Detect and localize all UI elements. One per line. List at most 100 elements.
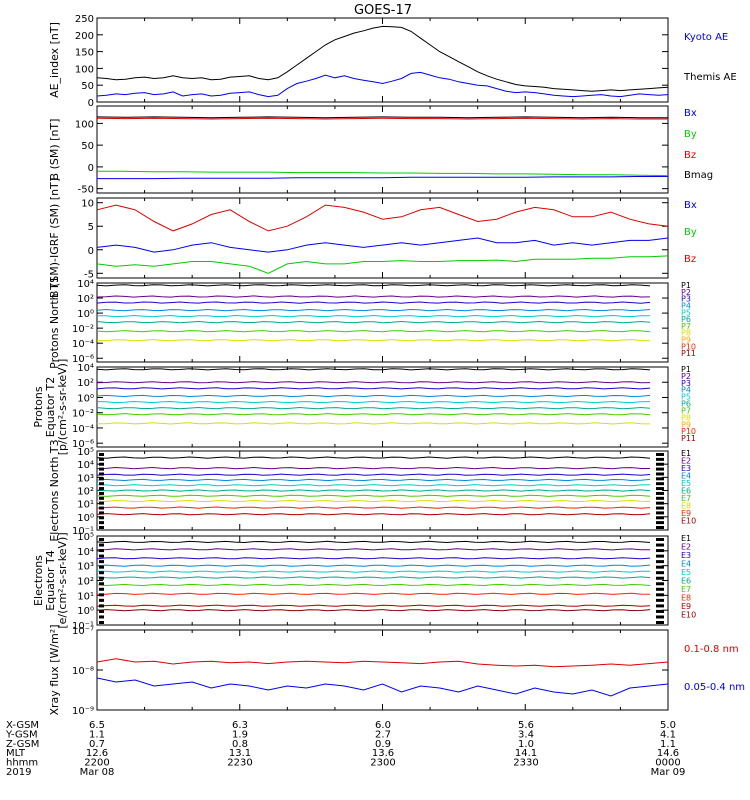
series-line-Bmag: [96, 116, 668, 119]
series-line-Bz: [96, 204, 669, 232]
channel-label: P7: [681, 322, 691, 331]
footer-value: 3.4: [518, 729, 534, 740]
series-line-P1: [96, 368, 651, 371]
footer-value: 0000: [655, 758, 680, 769]
legend-bsm-0: Bx: [684, 108, 697, 119]
fill-marker: [656, 615, 664, 619]
channel-label: P7: [681, 406, 691, 415]
y-tick-label: 10³: [77, 562, 94, 573]
series-line-E6: [96, 576, 651, 579]
y-axis-label-part: Protons: [32, 386, 45, 427]
y-tick-label: 10⁻⁸: [72, 666, 94, 677]
y-tick-label: 10⁻⁴: [72, 424, 94, 435]
fill-marker: [99, 453, 104, 456]
channel-label: E9: [681, 509, 691, 518]
fill-marker: [656, 487, 664, 491]
fill-marker: [99, 477, 104, 481]
series-line-P7: [96, 413, 651, 416]
footer-value: 14.6: [657, 748, 679, 759]
fill-marker: [99, 554, 104, 558]
y-tick-label: 0: [88, 246, 94, 257]
y-tick-label: 0: [88, 163, 94, 174]
series-line-P2: [96, 295, 651, 298]
fill-marker: [99, 560, 104, 564]
y-tick-label: 10⁻¹: [72, 621, 94, 632]
fill-marker: [99, 472, 104, 476]
fill-marker: [656, 462, 664, 466]
fill-marker: [99, 593, 104, 597]
series-line-KyotoAE: [96, 71, 669, 98]
fill-marker: [99, 496, 104, 500]
legend-xray-1: 0.05-0.4 nm: [684, 682, 745, 693]
footer-value: 2230: [227, 758, 252, 769]
footer-value: Mar 09: [651, 767, 686, 778]
y-tick-label: 0: [88, 98, 94, 109]
panel-ae: 250 200 150 100 50 0 AE_index [nT]: [48, 14, 669, 109]
fill-marker: [656, 571, 664, 575]
channel-label: P8: [681, 413, 691, 422]
footer-row-label: Y-GSM: [5, 729, 38, 740]
y-tick-label: 10⁻²: [72, 409, 94, 420]
fill-marker: [99, 516, 104, 520]
channel-label: P4: [681, 301, 691, 310]
fill-marker: [656, 593, 664, 597]
series-line-E8: [97, 592, 651, 595]
y-tick-label: 10⁵: [77, 532, 94, 543]
channel-label: E4: [681, 560, 691, 569]
series-line-E4: [96, 564, 651, 567]
fill-marker: [656, 554, 664, 558]
fill-marker: [656, 598, 664, 602]
footer-row-label: X-GSM: [6, 720, 39, 731]
footer-value: 1.1: [89, 729, 105, 740]
legend-bdiff-0: Bx: [684, 200, 697, 211]
series-line-E2: [96, 466, 650, 470]
footer-value: 6.0: [375, 720, 391, 731]
y-tick-label: 10⁻²: [72, 324, 94, 335]
channel-label: P3: [681, 295, 691, 304]
footer-row-label: 2019: [6, 767, 31, 778]
panel-bsm: 100 50 0 -50 B (SM) [nT]: [48, 105, 669, 196]
footer-value: 1.1: [660, 739, 676, 750]
series-line-E4: [96, 478, 651, 482]
legend-bsm-2: Bz: [684, 150, 696, 161]
y-axis-label-part: Equator T4: [44, 550, 57, 610]
legend-bsm-3: Bmag: [684, 170, 713, 181]
y-axis-label: AE_index [nT]: [48, 22, 61, 98]
fill-marker: [656, 457, 664, 461]
fill-marker: [99, 526, 104, 529]
fill-marker: [656, 477, 664, 481]
footer-value: 12.6: [86, 748, 108, 759]
fill-marker: [656, 511, 664, 515]
footer-value: 2300: [370, 758, 395, 769]
fill-marker: [99, 609, 104, 613]
footer-value: 0.8: [232, 739, 248, 750]
fill-marker: [99, 576, 104, 580]
fill-marker: [99, 482, 104, 486]
fill-marker: [656, 604, 664, 608]
y-tick-label: 10⁰: [77, 606, 94, 617]
legends: Kyoto AE Themis AE Bx By Bz Bmag Bx By Bz 0.1-0.8…: [683, 32, 745, 693]
series-line-0108nm: [96, 658, 669, 668]
fill-marker: [656, 482, 664, 486]
footer-row-label: Z-GSM: [6, 739, 39, 750]
series-line-E9: [96, 604, 651, 607]
y-tick-label: 10⁻⁷: [72, 626, 94, 637]
series-line-By: [96, 255, 669, 274]
channel-label: P1: [681, 365, 691, 374]
channel-label: P9: [681, 420, 691, 429]
y-tick-label: 10²: [77, 487, 94, 498]
channel-label: E1: [681, 449, 691, 458]
channel-label: E8: [681, 594, 691, 603]
footer-row-label: MLT: [6, 748, 26, 759]
fill-marker: [656, 521, 664, 525]
footer-value: 4.1: [660, 729, 676, 740]
series-line-E1: [96, 456, 651, 459]
fill-marker: [656, 526, 664, 529]
y-tick-label: 50: [81, 81, 94, 92]
panel-frame: [96, 629, 669, 711]
y-tick-label: 10²: [77, 378, 94, 389]
series-line-P2: [96, 381, 651, 384]
channel-label: P10: [681, 342, 696, 351]
